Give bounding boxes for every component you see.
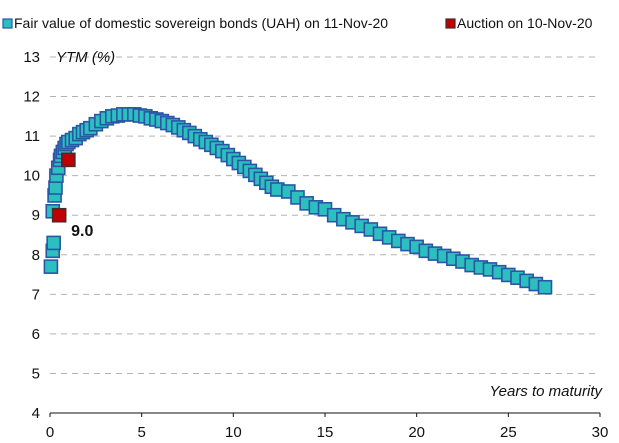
series-fair-value xyxy=(43,107,553,295)
legend: Fair value of domestic sovereign bonds (… xyxy=(2,15,593,31)
series-auction xyxy=(51,152,76,223)
data-label: 9.0 xyxy=(71,223,93,240)
y-tick-label: 10 xyxy=(23,168,40,185)
x-tick-label: 5 xyxy=(137,424,145,441)
fair-value-point xyxy=(43,259,59,274)
x-tick-label: 25 xyxy=(500,424,517,441)
axes: 4 5 6 7 8 9 10 11 12 13 0 5 10 15 20 25 30 YTM (%) Years t… xyxy=(23,49,608,441)
x-tick-label: 20 xyxy=(408,424,425,441)
x-axis-title: Years to maturity xyxy=(489,383,603,400)
x-tick-label: 0 xyxy=(46,424,54,441)
y-tick-label: 9 xyxy=(32,207,40,224)
data-series xyxy=(43,107,553,295)
annotations: 9.0 xyxy=(71,223,93,240)
auction-point xyxy=(61,152,76,168)
y-tick-label: 11 xyxy=(24,128,40,145)
y-tick-label: 4 xyxy=(32,405,40,422)
legend-swatch-fair-value xyxy=(2,18,13,29)
fair-value-point xyxy=(537,279,553,295)
y-axis-title: YTM (%) xyxy=(56,49,115,66)
y-tick-label: 7 xyxy=(32,286,40,303)
y-tick-label: 6 xyxy=(32,326,40,343)
auction-point xyxy=(51,207,67,223)
y-tick-label: 13 xyxy=(23,49,40,66)
x-tick-label: 30 xyxy=(592,424,609,441)
fair-value-point xyxy=(46,235,61,251)
x-tick-label: 15 xyxy=(317,424,334,441)
legend-swatch-auction xyxy=(445,18,456,29)
y-tick-label: 5 xyxy=(32,365,40,382)
x-tick-label: 10 xyxy=(225,424,242,441)
legend-label-fair-value: Fair value of domestic sovereign bonds (… xyxy=(14,15,388,31)
y-tick-label: 8 xyxy=(32,247,40,264)
fair-value-point xyxy=(48,180,63,195)
y-tick-label: 12 xyxy=(23,89,40,106)
legend-label-auction: Auction on 10-Nov-20 xyxy=(457,15,593,31)
